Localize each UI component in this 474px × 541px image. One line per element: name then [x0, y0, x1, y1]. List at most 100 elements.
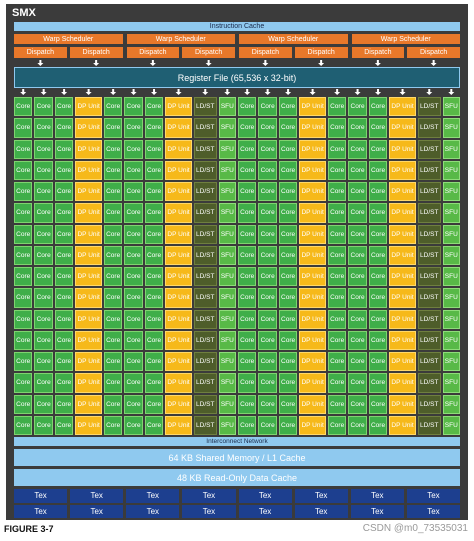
watermark: CSDN @m0_73535031 [362, 523, 468, 534]
unit-cell: SFU [442, 139, 460, 159]
tex-row: Tex Tex Tex Tex Tex Tex Tex Tex [14, 504, 460, 518]
unit-cell: Core [237, 118, 257, 138]
instruction-cache: Instruction Cache [14, 22, 460, 31]
unit-cell: Core [54, 203, 74, 223]
tex-unit: Tex [350, 504, 404, 518]
unit-cell: Core [237, 224, 257, 244]
unit-cell: Core [237, 139, 257, 159]
unit-cell: Core [348, 224, 367, 244]
dispatch-unit: Dispatch [407, 47, 460, 58]
unit-cell: Core [278, 309, 298, 329]
warp-scheduler: Warp Scheduler [14, 34, 123, 44]
unit-cell: DP Unit [389, 160, 416, 180]
unit-cell: DP Unit [299, 415, 326, 435]
unit-cell: LD/ST [417, 139, 441, 159]
unit-cell: Core [103, 330, 123, 350]
unit-cell: DP Unit [165, 97, 192, 117]
unit-cell: Core [14, 288, 33, 308]
arrow [205, 60, 212, 66]
unit-cell: DP Unit [75, 415, 102, 435]
unit-cell: LD/ST [417, 182, 441, 202]
unit-cell: Core [124, 97, 143, 117]
unit-cell: Core [14, 373, 33, 393]
unit-cell: DP Unit [389, 373, 416, 393]
warp-schedulers: Warp Scheduler Dispatch Dispatch Warp Sched… [14, 34, 460, 58]
unit-cell: Core [368, 330, 388, 350]
unit-cell: Core [103, 118, 123, 138]
unit-cell: Core [103, 203, 123, 223]
unit-cell: DP Unit [165, 203, 192, 223]
unit-cell: DP Unit [165, 309, 192, 329]
unit-cell: Core [34, 118, 53, 138]
unit-cell: Core [54, 352, 74, 372]
unit-cell: DP Unit [389, 309, 416, 329]
tex-unit: Tex [406, 504, 460, 518]
dispatch-group: Dispatch Dispatch [351, 47, 460, 58]
dispatch-group: Dispatch Dispatch [239, 47, 348, 58]
unit-cell: Core [14, 352, 33, 372]
unit-cell: Core [258, 224, 277, 244]
unit-cell: LD/ST [417, 309, 441, 329]
unit-cell: DP Unit [165, 267, 192, 287]
unit-cell: SFU [442, 394, 460, 414]
unit-cell: SFU [442, 352, 460, 372]
arrow [61, 89, 68, 95]
unit-cell: DP Unit [75, 224, 102, 244]
unit-cell: DP Unit [165, 182, 192, 202]
unit-cell: Core [103, 97, 123, 117]
unit-cell: Core [368, 139, 388, 159]
unit-cell: Core [144, 267, 164, 287]
unit-cell: Core [34, 352, 53, 372]
arrow [318, 60, 325, 66]
unit-cell: Core [124, 352, 143, 372]
unit-cell: Core [144, 352, 164, 372]
dispatch-unit: Dispatch [182, 47, 235, 58]
unit-cell: Core [348, 160, 367, 180]
tex-unit: Tex [126, 489, 180, 503]
arrow [375, 89, 382, 95]
unit-cell: Core [348, 182, 367, 202]
unit-cell: DP Unit [299, 203, 326, 223]
unit-cell: Core [124, 182, 143, 202]
tex-unit: Tex [238, 504, 292, 518]
unit-cell: Core [34, 97, 53, 117]
unit-cell: Core [124, 224, 143, 244]
unit-cell: SFU [442, 415, 460, 435]
unit-cell: DP Unit [75, 182, 102, 202]
unit-cell: Core [144, 97, 164, 117]
unit-cell: Core [278, 97, 298, 117]
unit-row: Core Core Core DP Unit Core Core Core DP Unit LD… [14, 267, 460, 287]
unit-cell: Core [237, 267, 257, 287]
unit-cell: Core [327, 394, 347, 414]
unit-cell: Core [103, 139, 123, 159]
unit-cell: Core [368, 394, 388, 414]
unit-cell: DP Unit [299, 224, 326, 244]
arrow [85, 89, 92, 95]
unit-cell: Core [258, 139, 277, 159]
unit-cell: Core [14, 330, 33, 350]
unit-cell: Core [368, 352, 388, 372]
unit-cell: SFU [218, 394, 236, 414]
unit-cell: SFU [218, 97, 236, 117]
unit-cell: Core [144, 309, 164, 329]
unit-cell: Core [54, 224, 74, 244]
unit-cell: Core [327, 330, 347, 350]
unit-cell: SFU [218, 160, 236, 180]
unit-cell: SFU [218, 245, 236, 265]
unit-cell: SFU [442, 330, 460, 350]
unit-cell: DP Unit [299, 288, 326, 308]
unit-cell: DP Unit [299, 245, 326, 265]
dispatch-unit: Dispatch [126, 47, 180, 58]
unit-cell: Core [14, 182, 33, 202]
arrow [175, 89, 182, 95]
unit-cell: LD/ST [193, 160, 217, 180]
unit-cell: Core [124, 415, 143, 435]
warp-scheduler: Warp Scheduler [351, 34, 460, 44]
unit-cell: Core [327, 118, 347, 138]
arrow [40, 89, 47, 95]
unit-cell: Core [103, 224, 123, 244]
unit-cell: SFU [218, 330, 236, 350]
unit-cell: DP Unit [165, 288, 192, 308]
unit-cell: DP Unit [75, 394, 102, 414]
unit-cell: Core [103, 352, 123, 372]
